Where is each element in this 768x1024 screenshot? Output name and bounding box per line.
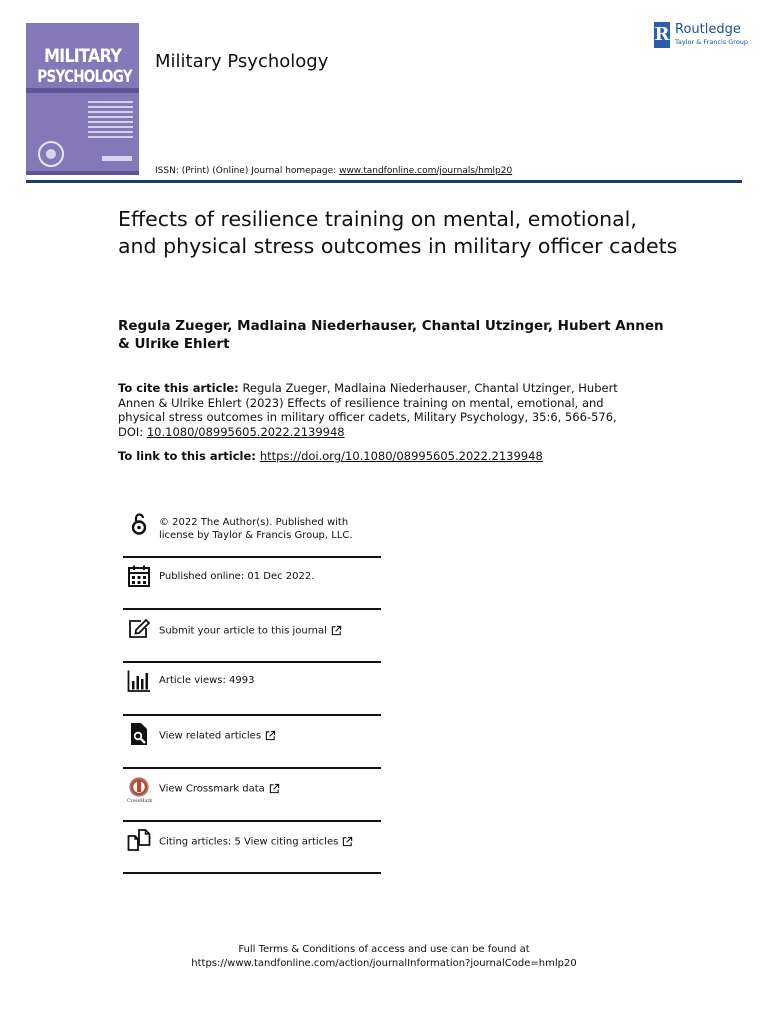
related-row[interactable]: View related articles [123,721,381,757]
citing-text: Citing articles: 5 View citing articles [159,836,339,848]
crossmark-row[interactable]: CrossMark View Crossmark data [123,776,381,812]
cite-label: To cite this article: [118,381,239,395]
cover-bottom-strip [26,171,139,175]
info-divider [123,872,381,874]
link-label: To link to this article: [118,449,260,463]
calendar-icon [128,565,150,587]
journal-title[interactable]: Military Psychology [155,51,329,72]
views-row: Article views: 4993 [123,667,381,703]
submit-text: Submit your article to this journal [159,625,327,637]
edit-pencil-icon [129,618,151,638]
crossmark-link[interactable]: View Crossmark data [159,783,280,796]
info-divider [123,556,381,558]
published-date: Published online: 01 Dec 2022. [159,571,315,582]
info-divider [123,608,381,610]
external-link-icon [265,730,276,741]
citing-articles-link[interactable]: Citing articles: 5 View citing articles [159,836,353,849]
crossmark-text: View Crossmark data [159,783,265,795]
footer-line1: Full Terms & Conditions of access and us… [238,944,530,955]
submit-link[interactable]: Submit your article to this journal [159,625,342,638]
publisher-logo[interactable]: R Routledge Taylor & Francis Group [654,22,749,50]
related-text: View related articles [159,730,262,742]
cover-title-line1: MILITARY [43,45,122,67]
article-doi-link[interactable]: https://doi.org/10.1080/08995605.2022.21… [259,449,543,463]
open-access-icon [131,513,147,535]
journal-homepage-link[interactable]: www.tandfonline.com/journals/hmlp20 [339,166,513,176]
license-line2: license by Taylor & Francis Group, LLC. [159,529,353,541]
external-link-icon [331,625,342,636]
info-divider [123,661,381,663]
cover-seal-icon [38,141,64,167]
info-divider [123,714,381,716]
document-search-icon [131,723,147,745]
article-link-line: To link to this article: https://doi.org… [118,449,543,463]
article-title: Effects of resilience training on mental… [118,207,678,258]
journal-cover-image: MILITARY PSYCHOLOGY [26,23,139,175]
cover-small-text [88,101,133,141]
citation-block: To cite this article: Regula Zueger, Mad… [118,381,638,439]
crossmark-label: CrossMark [127,799,153,804]
issn-line: ISSN: (Print) (Online) Journal homepage:… [155,166,512,176]
cover-band [26,88,139,93]
citing-documents-icon [127,829,151,851]
license-row: © 2022 The Author(s). Published with lic… [123,510,381,546]
related-articles-link[interactable]: View related articles [159,730,276,743]
submit-row[interactable]: Submit your article to this journal [123,615,381,651]
info-divider [123,820,381,822]
article-authors: Regula Zueger, Madlaina Niederhauser, Ch… [118,318,664,352]
cover-publisher-mark [102,156,132,161]
footer-terms-link[interactable]: https://www.tandfonline.com/action/journ… [191,958,577,969]
crossmark-icon [129,777,149,797]
license-text: © 2022 The Author(s). Published with lic… [159,517,353,542]
header-divider [26,180,742,183]
citing-row[interactable]: Citing articles: 5 View citing articles [123,827,381,863]
cover-title-line2: PSYCHOLOGY [37,67,132,87]
cite-text: Regula Zueger, Madlaina Niederhauser, Ch… [118,381,618,439]
publisher-subtitle: Taylor & Francis Group [675,38,749,46]
external-link-icon [269,783,279,794]
info-divider [123,767,381,769]
bar-chart-icon [127,670,150,692]
publisher-name: Routledge [675,22,741,37]
article-views: Article views: 4993 [159,675,255,686]
published-row: Published online: 01 Dec 2022. [123,562,381,598]
license-line1: © 2022 The Author(s). Published with [159,517,349,528]
routledge-r-icon: R [654,22,670,48]
footer-terms: Full Terms & Conditions of access and us… [0,943,768,971]
issn-text: ISSN: (Print) (Online) Journal homepage: [155,166,340,176]
cite-doi-link[interactable]: 10.1080/08995605.2022.2139948 [146,424,345,439]
external-link-icon [343,836,353,847]
